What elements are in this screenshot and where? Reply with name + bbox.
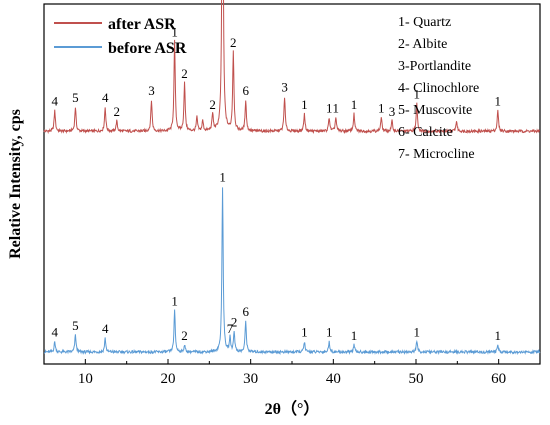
peak-label: 1 [414,325,421,340]
peak-label: 4 [51,94,58,109]
peak-label: 4 [51,325,58,340]
peak-label: 1 [326,325,333,340]
peak-label: 1 [301,97,308,112]
peak-label: 2 [231,314,238,329]
series-line-after-asr [43,0,541,135]
peak-label: 3 [281,80,288,95]
peak-label: 5 [72,318,79,333]
peak-label: 2 [230,35,237,50]
x-axis-title: 2θ（°） [265,400,320,418]
peak-label: 3 [148,83,155,98]
peak-label: 4 [102,90,109,105]
peak-label: 2 [113,104,120,119]
peak-label-layer: 4542312212631111131145412172611111 [51,25,502,344]
peak-label: 1 [378,100,385,115]
legend-label-before-asr: before ASR [108,40,187,57]
peak-label: 1 [495,94,502,109]
x-tick-label: 40 [326,371,341,387]
peak-label: 2 [181,66,188,81]
x-tick-label: 20 [161,371,176,387]
series-layer [43,0,541,356]
peak-label: 1 [414,87,421,102]
peak-label: 6 [242,83,249,98]
peak-label: 2 [209,97,216,112]
phase-legend-item: 2- Albite [398,37,447,52]
phase-legend-item: 7- Microcline [398,147,475,162]
peak-label: 1 [351,328,358,343]
peak-label: 2 [181,328,188,343]
peak-label: 1 [326,100,333,115]
peak-label: 1 [495,328,502,343]
peak-label: 3 [389,104,396,119]
phase-legend-item: 6- Calcite [398,125,453,140]
peak-label: 5 [72,90,79,105]
peak-label: 1 [171,25,178,40]
series-legend: after ASR before ASR [54,16,187,57]
phase-legend-item: 3-Portlandite [398,59,471,74]
peak-label: 1 [351,97,358,112]
peak-label: 1 [171,294,178,309]
peak-label: 1 [301,325,308,340]
x-tick-label: 60 [491,371,506,387]
legend-label-after-asr: after ASR [108,16,176,33]
x-tick-label: 50 [409,371,424,387]
peak-label: 6 [242,304,249,319]
peak-label: 4 [102,321,109,336]
peak-label: 1 [219,169,226,184]
peak-label: 7 [227,321,234,336]
phase-legend-item: 4- Clinochlore [398,81,479,96]
plot-frame [43,3,541,365]
x-tick-label: 10 [78,371,93,387]
x-tick-label: 30 [243,371,258,387]
y-axis-title: Relative Intensity, cps [7,109,24,259]
peak-label: 1 [333,100,340,115]
phase-legend-item: 1- Quartz [398,15,451,30]
phase-legend: 1- Quartz 2- Albite 3-Portlandite 4- Cli… [398,15,479,162]
axis-layer: 10 20 30 40 50 60 [78,359,506,387]
phase-legend-item: 5- Muscovite [398,103,472,118]
series-line-before-asr [43,187,541,356]
